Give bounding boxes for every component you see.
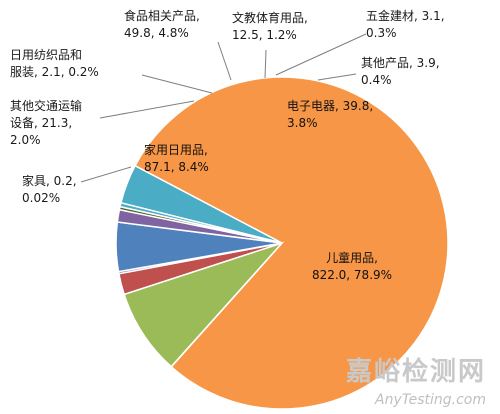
leader-line-2 [80, 166, 132, 183]
leader-line-8 [275, 33, 367, 76]
leader-line-5 [141, 74, 213, 94]
slice-label-8: 五金建材, 3.1, 0.3% [366, 8, 445, 40]
watermark-site: AnyTesting.com [375, 392, 486, 408]
slice-label-6: 食品相关产品, 49.8, 4.8% [124, 8, 200, 40]
slice-label-1: 儿童用品, 822.0, 78.9% [312, 250, 392, 282]
slice-label-9: 其他产品, 3.9, 0.4% [361, 56, 440, 87]
slice-label-5: 日用纺织品和服装, 2.1, 0.2% [10, 48, 99, 79]
slice-label-2: 家具, 0.2, 0.02% [22, 173, 77, 205]
slice-label-3: 家用日用品, 87.1, 8.4% [144, 142, 209, 174]
slice-label-0: 电子电器, 39.8, 3.8% [287, 99, 373, 130]
slice-1 [134, 76, 449, 410]
slice-9 [119, 201, 283, 244]
leader-line-4 [99, 100, 195, 119]
leader-line-9 [317, 73, 357, 81]
leader-line-7 [264, 49, 267, 79]
leader-line-6 [217, 41, 232, 81]
slice-3 [123, 241, 285, 368]
slice-label-4: 其他交通运输设备, 21.3, 2.0% [10, 98, 82, 147]
watermark-brand: 嘉峪检测网 [345, 357, 486, 387]
slice-label-7: 文教体育用品, 12.5, 1.2% [232, 10, 308, 42]
